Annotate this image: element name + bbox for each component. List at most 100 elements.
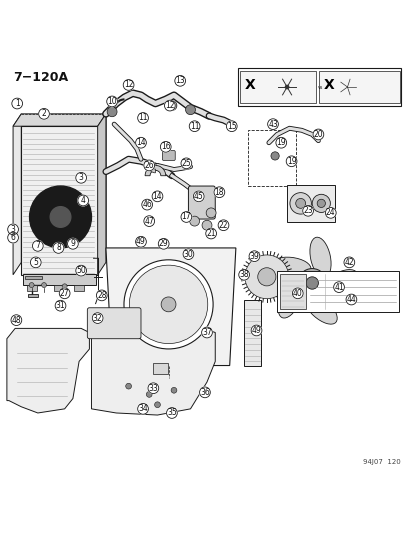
Circle shape xyxy=(76,265,86,276)
Circle shape xyxy=(238,269,249,280)
Circle shape xyxy=(78,195,88,206)
Bar xyxy=(27,294,38,297)
Ellipse shape xyxy=(303,293,337,324)
Bar xyxy=(287,185,334,222)
Circle shape xyxy=(8,224,19,235)
Bar xyxy=(248,131,295,186)
Text: X: X xyxy=(323,78,334,92)
Text: 32: 32 xyxy=(93,313,102,322)
Circle shape xyxy=(257,268,275,286)
Circle shape xyxy=(343,257,354,268)
Circle shape xyxy=(29,186,91,248)
Text: 15: 15 xyxy=(226,122,236,131)
Circle shape xyxy=(38,109,49,119)
Circle shape xyxy=(180,212,191,222)
Text: 29: 29 xyxy=(159,239,168,248)
Circle shape xyxy=(183,249,193,260)
Polygon shape xyxy=(7,328,89,413)
Bar xyxy=(26,285,36,291)
Text: 49: 49 xyxy=(136,237,145,246)
Circle shape xyxy=(53,243,64,253)
Text: 41: 41 xyxy=(333,282,343,292)
Circle shape xyxy=(292,288,302,298)
Circle shape xyxy=(205,228,216,239)
Circle shape xyxy=(189,121,199,132)
Bar xyxy=(21,126,97,274)
Circle shape xyxy=(285,85,288,88)
Text: 7: 7 xyxy=(35,241,40,251)
Text: 34: 34 xyxy=(138,405,147,414)
Circle shape xyxy=(199,387,210,398)
Text: 4: 4 xyxy=(81,196,85,205)
Bar xyxy=(276,271,398,312)
Circle shape xyxy=(345,294,356,305)
Circle shape xyxy=(333,282,344,293)
Text: 49: 49 xyxy=(251,326,261,335)
Text: 25: 25 xyxy=(181,159,191,168)
Circle shape xyxy=(158,238,169,249)
Text: 16: 16 xyxy=(161,142,170,151)
Circle shape xyxy=(62,284,67,289)
Circle shape xyxy=(251,325,261,336)
Circle shape xyxy=(249,251,259,262)
Text: 14: 14 xyxy=(152,192,162,201)
Text: 37: 37 xyxy=(202,328,211,337)
Circle shape xyxy=(55,300,66,311)
Circle shape xyxy=(305,277,318,289)
Text: 9: 9 xyxy=(70,239,75,248)
Bar xyxy=(23,273,95,285)
Bar xyxy=(25,276,42,279)
Polygon shape xyxy=(106,248,235,366)
Circle shape xyxy=(267,119,278,130)
Circle shape xyxy=(135,236,146,247)
Circle shape xyxy=(270,152,278,160)
Text: 3: 3 xyxy=(11,225,15,234)
Circle shape xyxy=(185,105,195,115)
Polygon shape xyxy=(13,114,106,126)
Text: 47: 47 xyxy=(144,216,154,225)
Text: 43: 43 xyxy=(268,119,277,128)
Circle shape xyxy=(129,265,207,344)
Circle shape xyxy=(142,199,152,210)
Text: 36: 36 xyxy=(199,388,209,397)
Circle shape xyxy=(123,79,134,90)
Circle shape xyxy=(11,315,22,326)
Text: 13: 13 xyxy=(175,76,185,85)
Bar xyxy=(280,274,305,309)
Text: vs: vs xyxy=(318,85,323,90)
Text: 7−120A: 7−120A xyxy=(13,70,68,84)
Circle shape xyxy=(166,101,176,110)
Circle shape xyxy=(206,208,216,218)
Circle shape xyxy=(29,282,34,287)
Text: 42: 42 xyxy=(344,258,353,267)
Circle shape xyxy=(123,260,213,349)
Text: 46: 46 xyxy=(142,200,152,209)
FancyBboxPatch shape xyxy=(188,186,215,219)
Polygon shape xyxy=(13,114,21,274)
Ellipse shape xyxy=(320,270,357,296)
Text: 27: 27 xyxy=(60,289,69,298)
Text: X: X xyxy=(244,78,255,92)
Text: 5: 5 xyxy=(33,258,38,267)
Circle shape xyxy=(152,191,162,201)
Circle shape xyxy=(147,383,158,393)
Circle shape xyxy=(226,121,237,132)
Text: 17: 17 xyxy=(181,213,191,222)
Text: 31: 31 xyxy=(56,301,65,310)
Text: 39: 39 xyxy=(249,252,259,261)
Text: 6: 6 xyxy=(11,233,15,242)
Circle shape xyxy=(50,207,71,227)
Text: 24: 24 xyxy=(325,208,335,217)
Ellipse shape xyxy=(309,237,330,278)
Text: 30: 30 xyxy=(183,249,193,259)
Circle shape xyxy=(214,187,224,198)
Text: 44: 44 xyxy=(346,295,356,304)
FancyBboxPatch shape xyxy=(87,308,141,338)
Circle shape xyxy=(202,220,211,230)
Polygon shape xyxy=(97,114,106,274)
Circle shape xyxy=(135,138,146,148)
Circle shape xyxy=(107,96,117,107)
Circle shape xyxy=(126,383,131,389)
Circle shape xyxy=(160,141,171,152)
Text: 22: 22 xyxy=(218,221,228,230)
